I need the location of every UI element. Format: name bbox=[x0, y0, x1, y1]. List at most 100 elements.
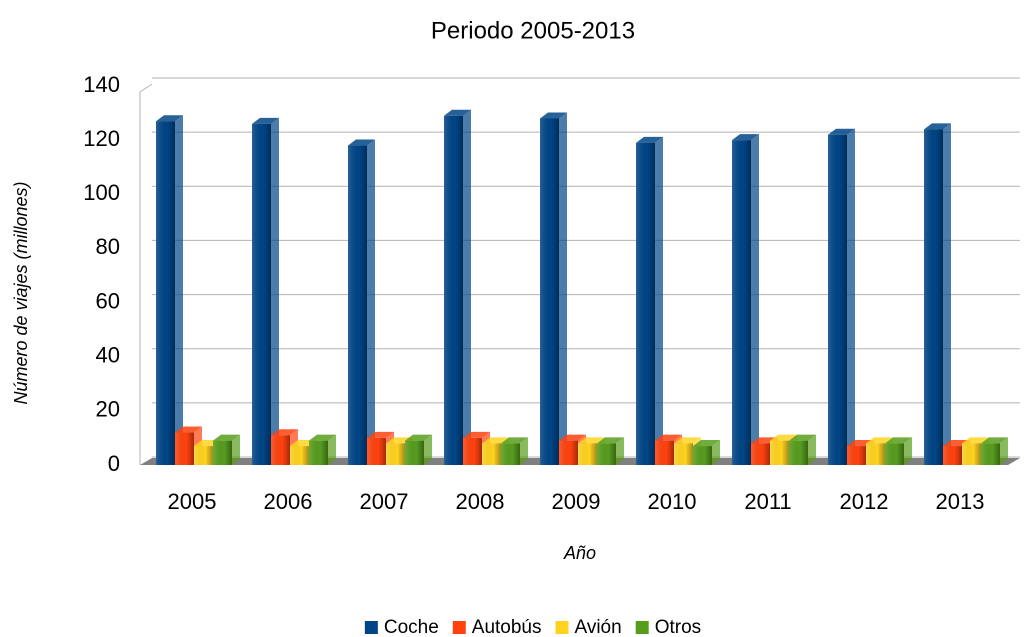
chart-title: Periodo 2005-2013 bbox=[431, 17, 635, 44]
legend-label: Avión bbox=[575, 617, 622, 637]
bar-shade bbox=[309, 440, 328, 465]
bar-top bbox=[578, 437, 605, 444]
bar-top bbox=[271, 429, 298, 436]
bar-shade bbox=[463, 437, 482, 465]
bar-top bbox=[770, 434, 797, 441]
bar-top bbox=[866, 437, 893, 444]
bar-shade bbox=[636, 142, 655, 465]
bar-top bbox=[885, 437, 912, 444]
y-tick-label: 40 bbox=[96, 343, 120, 368]
bar-top bbox=[674, 437, 701, 444]
bar-shade bbox=[597, 443, 616, 465]
legend-swatch bbox=[364, 621, 378, 634]
y-tick-label: 20 bbox=[96, 397, 120, 422]
legend-swatch bbox=[555, 621, 569, 634]
x-tick-label: 2011 bbox=[744, 489, 791, 514]
wall-edge bbox=[139, 83, 153, 465]
bar-side bbox=[712, 440, 720, 465]
bar-shade bbox=[444, 115, 463, 466]
bar-shade bbox=[252, 123, 271, 466]
bar-top bbox=[501, 437, 528, 444]
bar-side bbox=[175, 115, 183, 465]
x-tick-label: 2010 bbox=[648, 489, 697, 514]
bar-top bbox=[636, 136, 663, 143]
legend-swatch bbox=[452, 621, 466, 634]
y-axis-title: Número de viajes (millones) bbox=[11, 181, 31, 404]
bar-top bbox=[655, 434, 682, 441]
bar-side bbox=[904, 437, 912, 465]
bar-shade bbox=[540, 118, 559, 465]
y-tick-label: 80 bbox=[96, 234, 120, 259]
bar-top bbox=[828, 128, 855, 135]
bar-side bbox=[943, 123, 951, 466]
bar-top bbox=[405, 434, 432, 441]
bar-shade bbox=[386, 443, 405, 465]
bar-side bbox=[232, 434, 240, 465]
bar-shade bbox=[943, 446, 962, 465]
bar-shade bbox=[732, 140, 751, 465]
x-tick-label: 2013 bbox=[936, 489, 985, 514]
bar-side bbox=[847, 128, 855, 465]
bar-top bbox=[559, 434, 586, 441]
bar-shade bbox=[693, 446, 712, 465]
bar-side bbox=[367, 139, 375, 466]
x-tick-label: 2008 bbox=[456, 489, 505, 514]
bar-shade bbox=[175, 432, 194, 465]
bar-side bbox=[1000, 437, 1008, 465]
bar-shade bbox=[405, 440, 424, 465]
y-tick-label: 120 bbox=[83, 126, 120, 151]
bar-shade bbox=[981, 443, 1000, 465]
bar-shade bbox=[367, 437, 386, 465]
bar-shade bbox=[290, 446, 309, 465]
bar-shade bbox=[271, 435, 290, 465]
bar-top bbox=[732, 134, 759, 141]
bar-shade bbox=[156, 121, 175, 465]
bar-shade bbox=[213, 440, 232, 465]
bar-side bbox=[808, 434, 816, 465]
bar-shade bbox=[962, 443, 981, 465]
bar-shade bbox=[655, 440, 674, 465]
bar-shade bbox=[885, 443, 904, 465]
bar-top bbox=[540, 112, 567, 119]
bar-side bbox=[559, 112, 567, 465]
bar-top bbox=[962, 437, 989, 444]
bar-top bbox=[463, 431, 490, 438]
bar-side bbox=[520, 437, 528, 465]
bar-side bbox=[751, 134, 759, 465]
y-tick-label: 0 bbox=[108, 451, 120, 476]
bar-shade bbox=[674, 443, 693, 465]
bar-side bbox=[328, 434, 336, 465]
bar-side bbox=[463, 109, 471, 466]
bar-top bbox=[789, 434, 816, 441]
bar-top bbox=[252, 117, 279, 124]
bar-top bbox=[924, 123, 951, 130]
bar-side bbox=[655, 136, 663, 465]
bar-shade bbox=[789, 440, 808, 465]
bar-top bbox=[367, 431, 394, 438]
legend: Coche Autobús Avión Otros bbox=[364, 617, 701, 637]
bar-top bbox=[597, 437, 624, 444]
legend-label: Coche bbox=[384, 617, 439, 637]
bar-shade bbox=[348, 145, 367, 466]
bar-top bbox=[482, 437, 509, 444]
bar-side bbox=[271, 117, 279, 466]
bar-shade bbox=[866, 443, 885, 465]
x-axis-title: Año bbox=[563, 543, 596, 563]
bar-side bbox=[616, 437, 624, 465]
legend-label: Otros bbox=[655, 617, 701, 637]
x-tick-label: 2006 bbox=[264, 489, 313, 514]
bar-top bbox=[981, 437, 1008, 444]
x-tick-label: 2009 bbox=[552, 489, 601, 514]
bar-shade bbox=[578, 443, 597, 465]
bar-shade bbox=[194, 446, 213, 465]
bar-top bbox=[156, 115, 183, 122]
bar-shade bbox=[828, 134, 847, 465]
bar-shade bbox=[501, 443, 520, 465]
bar-shade bbox=[770, 440, 789, 465]
bar-top bbox=[693, 440, 720, 447]
x-tick-label: 2012 bbox=[840, 489, 889, 514]
legend-swatch bbox=[635, 621, 649, 634]
y-tick-label: 100 bbox=[83, 180, 120, 205]
bar-top bbox=[213, 434, 240, 441]
